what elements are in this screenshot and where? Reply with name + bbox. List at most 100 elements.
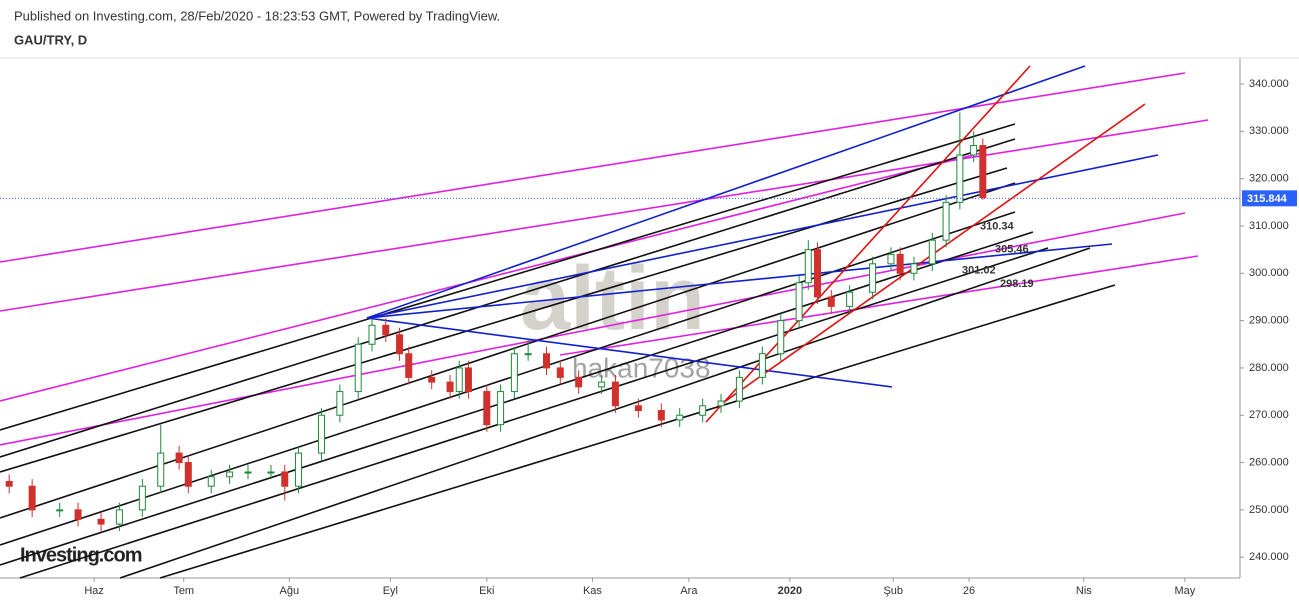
candle-body (777, 320, 785, 355)
candle-body (758, 353, 766, 378)
annotation: 298.19 (1000, 278, 1034, 290)
annotation: 310.34 (980, 220, 1015, 232)
candle-body (175, 452, 183, 464)
candle-body (497, 391, 505, 426)
trend-line (159, 284, 1116, 579)
trend-line (0, 72, 1186, 263)
candle-body (634, 405, 642, 412)
trend-line (0, 231, 1034, 566)
x-tick-label: Eyl (383, 585, 398, 597)
candle-body (735, 376, 743, 402)
x-tick-label: Haz (84, 585, 104, 597)
candle-body (699, 405, 707, 416)
candle-body (74, 509, 82, 520)
trend-line (366, 154, 1159, 319)
candle-body (717, 400, 725, 407)
candle-body (928, 239, 936, 265)
candle-body (446, 381, 454, 393)
x-tick-label: Kas (583, 585, 602, 597)
candle-body (354, 343, 362, 393)
candle-body (157, 452, 165, 487)
candle-body (5, 480, 13, 487)
symbol: GAU/TRY, D (14, 32, 87, 47)
candle-body (827, 296, 835, 307)
candle-body (543, 353, 551, 369)
candle-body (317, 414, 325, 454)
x-tick-label: Nis (1076, 585, 1092, 597)
candle-body (970, 145, 978, 156)
candle-body (869, 263, 877, 293)
trend-line (0, 119, 1209, 312)
trend-line (0, 138, 1016, 458)
x-tick-label: 26 (963, 585, 975, 597)
candle-body (207, 476, 215, 487)
y-tick-label: 340.000 (1249, 78, 1289, 90)
candle-body (979, 145, 987, 199)
trend-line (119, 247, 1091, 579)
candle-body (896, 253, 904, 274)
y-tick-label: 320.000 (1249, 173, 1289, 185)
x-tick-label: May (1174, 585, 1195, 597)
x-tick-label: Eki (479, 585, 494, 597)
candle-body (464, 367, 472, 393)
brand-logo: Investing.com (20, 544, 142, 566)
candle-body (97, 518, 105, 525)
candle-body (956, 154, 964, 203)
candle-body (887, 253, 895, 265)
trend-line (366, 243, 1113, 319)
candle-body (910, 263, 918, 274)
candle-body (611, 381, 619, 407)
candle-body (428, 376, 436, 383)
candle-body (846, 291, 854, 307)
candle-body (244, 471, 252, 474)
last-price-box (1242, 190, 1297, 207)
y-tick-label: 280.000 (1249, 362, 1289, 374)
trend-line (0, 123, 1016, 431)
trend-line (0, 167, 1008, 473)
last-price-label: 315.844 (1247, 193, 1288, 205)
chart-title: Published on Investing.com, 28/Feb/2020 … (14, 8, 500, 23)
candle-body (295, 452, 303, 487)
candle-body (942, 201, 950, 241)
candle-body (28, 485, 36, 511)
candle-body (396, 334, 404, 355)
candle-body (405, 353, 413, 378)
candle-body (795, 282, 803, 322)
candle-body (267, 471, 275, 474)
candle-body (510, 353, 518, 393)
candle-body (598, 381, 606, 388)
candle-body (368, 324, 376, 345)
trend-lines (0, 65, 1209, 579)
annotation: 301.02 (962, 264, 996, 276)
candle-body (813, 249, 821, 298)
candle-body (483, 391, 491, 426)
trend-line (366, 65, 1086, 319)
y-tick-label: 250.000 (1249, 504, 1289, 516)
trend-line (19, 247, 1049, 579)
x-tick-label: Şub (883, 585, 903, 597)
y-tick-label: 270.000 (1249, 409, 1289, 421)
candle-body (138, 485, 146, 511)
candle-body (336, 391, 344, 416)
trend-line (559, 255, 1199, 356)
x-tick-label: Ağu (280, 585, 300, 597)
y-tick-label: 330.000 (1249, 125, 1289, 137)
candle-body (184, 462, 192, 487)
candle-body (455, 367, 463, 393)
trend-line (0, 151, 986, 402)
y-tick-label: 300.000 (1249, 267, 1289, 279)
x-tick-label: Tem (173, 585, 194, 597)
candle-body (226, 471, 234, 478)
y-tick-label: 240.000 (1249, 551, 1289, 563)
candle-body (556, 367, 564, 378)
y-tick-label: 260.000 (1249, 456, 1289, 468)
x-tick-label: Ara (680, 585, 698, 597)
trend-line (0, 212, 1186, 446)
candle-body (804, 249, 812, 284)
logo-watermark: altin (520, 249, 705, 349)
candle-body (524, 353, 532, 356)
candle-body (575, 376, 583, 388)
annotation: 305.46 (995, 243, 1029, 255)
